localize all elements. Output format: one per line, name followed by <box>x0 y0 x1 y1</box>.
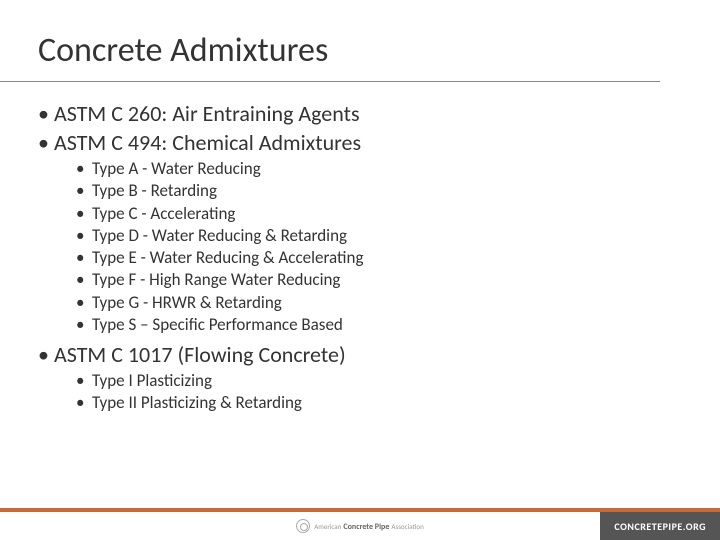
bullet-astm-1017: ASTM C 1017 (Flowing Concrete) <box>38 341 720 368</box>
logo-text-top: American <box>314 522 341 531</box>
bullet-type-g: Type G - HRWR & Retarding <box>76 292 720 313</box>
bullet-type-f: Type F - High Range Water Reducing <box>76 269 720 290</box>
slide-content: ASTM C 260: Air Entraining Agents ASTM C… <box>0 82 720 414</box>
logo-text-bot: Association <box>391 522 423 531</box>
bullet-type-d: Type D - Water Reducing & Retarding <box>76 225 720 246</box>
bullet-type-s: Type S – Specific Performance Based <box>76 314 720 335</box>
bullet-type-b: Type B - Retarding <box>76 180 720 201</box>
bullet-type-i: Type I Plasticizing <box>76 370 720 391</box>
bullet-type-e: Type E - Water Reducing & Accelerating <box>76 247 720 268</box>
slide-title: Concrete Admixtures <box>0 0 660 82</box>
bullet-astm-260: ASTM C 260: Air Entraining Agents <box>38 100 720 127</box>
bullet-type-a: Type A - Water Reducing <box>76 158 720 179</box>
sublist-1017: Type I Plasticizing Type II Plasticizing… <box>38 370 720 414</box>
slide-footer: American Concrete Pipe Association CONCR… <box>0 508 720 540</box>
footer-logo-block: American Concrete Pipe Association <box>296 519 424 533</box>
bullet-type-ii: Type II Plasticizing & Retarding <box>76 392 720 413</box>
logo-text-mid: Concrete Pipe <box>343 522 389 532</box>
sublist-494: Type A - Water Reducing Type B - Retardi… <box>38 158 720 335</box>
acpa-logo: American Concrete Pipe Association <box>296 519 424 533</box>
bullet-astm-494: ASTM C 494: Chemical Admixtures <box>38 129 720 156</box>
footer-url-badge: CONCRETEPIPE.ORG <box>600 512 720 540</box>
footer-content: American Concrete Pipe Association CONCR… <box>0 512 720 540</box>
bullet-type-c: Type C - Accelerating <box>76 203 720 224</box>
pipe-icon <box>296 519 310 533</box>
logo-text: American Concrete Pipe Association <box>314 521 424 532</box>
